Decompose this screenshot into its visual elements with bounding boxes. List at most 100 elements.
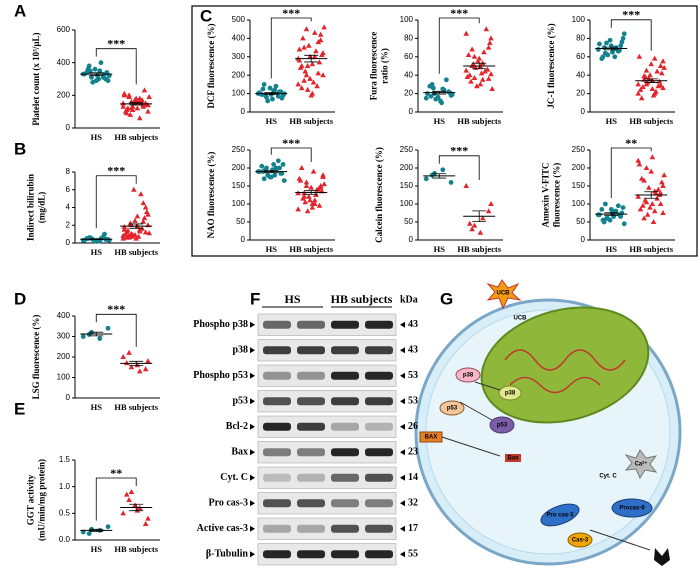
procas9-node — [611, 498, 653, 518]
data-point — [120, 103, 126, 109]
data-point — [140, 200, 147, 206]
y-tick-label: 20 — [404, 89, 413, 98]
significance-label: *** — [107, 164, 125, 178]
data-point — [145, 102, 151, 108]
data-point — [317, 31, 324, 37]
data-point — [306, 193, 312, 199]
panel-label: A — [14, 1, 26, 20]
y-axis-label: JC-1 fluorescence (%) — [546, 23, 556, 108]
panel-label: C — [200, 6, 212, 25]
data-point — [272, 172, 278, 178]
data-point — [126, 93, 132, 99]
sem-bar — [604, 46, 619, 51]
data-point — [298, 85, 305, 91]
data-point — [98, 60, 104, 66]
blot-band — [297, 422, 325, 431]
data-point — [105, 325, 111, 331]
y-tick-label: 400 — [57, 58, 71, 67]
data-point — [647, 204, 653, 210]
blot-group: HS — [284, 292, 300, 306]
blot-kda: 14 — [408, 472, 418, 483]
y-tick-label: 200 — [57, 352, 71, 361]
blot-strip — [257, 441, 397, 464]
blot-band — [297, 473, 325, 482]
data-point — [433, 96, 439, 102]
data-point — [477, 81, 484, 87]
data-point — [657, 201, 664, 206]
blot-band — [365, 524, 393, 533]
data-point — [97, 68, 103, 74]
data-point — [423, 95, 429, 101]
blot-band — [297, 499, 325, 508]
data-point — [651, 208, 658, 214]
data-point — [468, 78, 474, 84]
data-point — [612, 54, 618, 60]
blot-unit: kDa — [400, 294, 418, 305]
y-tick-label: 0 — [409, 235, 414, 244]
blot-band — [263, 346, 291, 355]
blot-band — [331, 550, 359, 559]
data-point — [644, 211, 651, 217]
blot-band — [365, 397, 393, 406]
y-axis-label: Indirect bilirubin — [26, 174, 36, 241]
diagram-label: p53 — [497, 423, 508, 429]
arrow — [250, 321, 255, 328]
blot-band — [365, 320, 393, 329]
data-point — [636, 161, 643, 167]
data-point — [620, 205, 626, 211]
blot-kda: 23 — [408, 447, 418, 458]
significance-bracket — [610, 19, 652, 51]
data-point — [595, 47, 601, 52]
data-point — [311, 29, 318, 35]
significance-label: *** — [282, 6, 300, 20]
data-point — [97, 336, 103, 341]
diagram-label: Bax — [507, 456, 519, 462]
sem-bar — [89, 238, 104, 241]
data-point — [313, 48, 319, 54]
significance-label: *** — [107, 302, 125, 316]
significance-bracket — [270, 147, 312, 162]
data-point — [140, 102, 147, 108]
x-tick-label: HS — [266, 116, 278, 126]
significance-label: ** — [625, 136, 637, 150]
x-tick-label: HS — [434, 244, 446, 254]
data-point — [320, 174, 326, 179]
x-tick-label: HS — [434, 116, 446, 126]
diagram-label: Cyt. C — [599, 474, 617, 480]
blot-band — [263, 499, 291, 508]
data-point — [471, 53, 478, 59]
p38-node — [455, 367, 481, 383]
y-axis-label: DCF fluorescence (%) — [206, 24, 216, 109]
data-point — [316, 202, 323, 208]
data-point — [448, 180, 454, 185]
data-point — [279, 95, 285, 101]
data-point — [267, 85, 273, 91]
y-tick-label: 100 — [572, 15, 586, 24]
blot-band — [331, 473, 359, 482]
arrow — [400, 474, 405, 481]
blot-band — [365, 346, 393, 355]
y-tick-label: 80 — [404, 34, 413, 43]
sem-bar — [432, 173, 447, 179]
data-point — [92, 66, 98, 72]
y-tick-label: 40 — [404, 70, 413, 79]
blot-band — [263, 371, 291, 380]
data-point — [145, 108, 151, 114]
data-point — [477, 229, 484, 235]
data-point — [648, 61, 654, 67]
data-point — [463, 183, 469, 188]
data-point — [120, 232, 126, 238]
data-point — [661, 172, 667, 178]
blot-band — [365, 448, 393, 457]
data-point — [136, 368, 143, 374]
sem-bar — [644, 78, 659, 83]
blot-row-label: Pro cas-3 — [208, 498, 248, 509]
significance-label: *** — [107, 36, 125, 50]
y-axis-label: Calcein fluorescence (%) — [374, 147, 384, 243]
diagram-label: Cas-3 — [572, 538, 589, 544]
data-point — [617, 47, 622, 53]
data-point — [102, 231, 107, 237]
ucb-burst — [486, 279, 522, 310]
data-point — [661, 64, 667, 70]
data-point — [469, 46, 475, 52]
